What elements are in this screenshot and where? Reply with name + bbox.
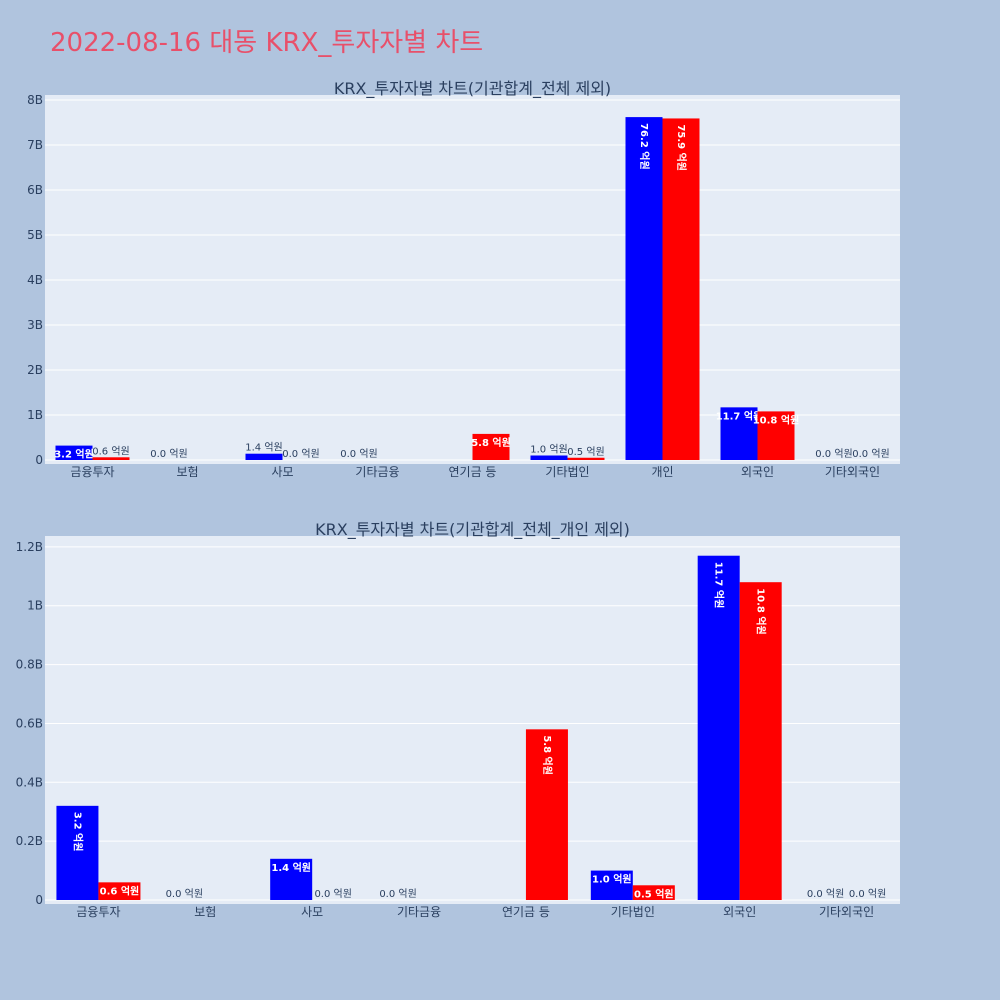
data-label: 76.2 억원 (638, 123, 651, 170)
data-label: 5.8 억원 (471, 436, 511, 449)
data-label: 0.0 억원 (379, 888, 416, 900)
data-label: 0.0 억원 (150, 448, 187, 460)
x-tick-label: 보험 (176, 465, 198, 479)
data-label: 0.6 억원 (92, 445, 129, 457)
y-tick-label: 1B (27, 408, 43, 422)
data-label: 1.0 억원 (530, 444, 567, 456)
data-label: 0.0 억원 (166, 888, 203, 900)
y-tick-label: 7B (27, 138, 43, 152)
data-label: 11.7 억원 (716, 409, 763, 422)
data-label: 0.0 억원 (282, 448, 319, 460)
y-tick-label: 2B (27, 363, 43, 377)
data-label: 0.0 억원 (849, 888, 886, 900)
y-tick-label: 0 (35, 453, 43, 467)
x-tick-label: 외국인 (723, 905, 756, 919)
chart-2: 0 0.2B 0.4B 0.6B 0.8B 1B 1.2B KRX_투자자별 차트(기관합계_… (16, 520, 900, 919)
bar (525, 729, 568, 900)
data-label: 1.4 억원 (245, 442, 282, 454)
chart-1: 0 1B 2B 3B 4B 5B 6B 7B 8B KRX_투자자별 차트(기관합계_전체 제외)… (27, 79, 900, 479)
y-tick-label: 8B (27, 93, 43, 107)
y-tick-label: 0.6B (16, 716, 43, 730)
x-tick-label: 금융투자 (70, 465, 114, 479)
bar (472, 433, 510, 460)
data-label: 11.7 억원 (713, 562, 726, 609)
data-label: 3.2 억원 (54, 448, 94, 461)
data-label: 1.0 억원 (592, 873, 632, 886)
bar (270, 858, 313, 900)
bar (739, 582, 782, 900)
x-tick-label: 연기금 등 (502, 905, 550, 919)
bar (55, 445, 93, 460)
bar (92, 457, 130, 460)
bar (590, 870, 633, 900)
x-tick-label: 기타법인 (611, 905, 655, 919)
data-label: 0.0 억원 (852, 448, 889, 460)
x-tick-label: 사모 (271, 465, 293, 479)
x-tick-label: 기타외국인 (825, 465, 880, 479)
data-label: 0.5 억원 (634, 887, 674, 900)
y-tick-label: 0.2B (16, 834, 43, 848)
x-tick-label: 기타금융 (355, 465, 399, 479)
y-tick-label: 4B (27, 273, 43, 287)
data-label: 5.8 억원 (541, 735, 554, 775)
y-tick-label: 0 (35, 893, 43, 907)
y-tick-label: 6B (27, 183, 43, 197)
y-tick-label: 3B (27, 318, 43, 332)
bar (56, 805, 99, 900)
data-label: 0.0 억원 (314, 888, 351, 900)
x-tick-label: 금융투자 (76, 905, 120, 919)
bar (625, 117, 663, 460)
data-label: 0.0 억원 (340, 448, 377, 460)
y-tick-label: 0.8B (16, 658, 43, 672)
bar (567, 457, 605, 460)
bar (757, 411, 795, 460)
y-tick-label: 0.4B (16, 775, 43, 789)
bar (632, 885, 675, 900)
x-tick-label: 사모 (301, 905, 323, 919)
chart-title: KRX_투자자별 차트(기관합계_전체 제외) (334, 79, 611, 99)
x-tick-label: 기타금융 (397, 905, 441, 919)
data-label: 3.2 억원 (71, 812, 84, 852)
bar (697, 555, 740, 900)
data-label: 10.8 억원 (755, 588, 768, 635)
data-label: 0.6 억원 (100, 884, 140, 897)
x-tick-label: 개인 (651, 465, 673, 479)
bar (245, 453, 283, 460)
data-label: 0.0 억원 (807, 888, 844, 900)
y-tick-label: 1B (27, 599, 43, 613)
data-label: 0.5 억원 (567, 446, 604, 458)
bar (530, 455, 568, 460)
x-tick-label: 보험 (194, 905, 216, 919)
y-tick-label: 5B (27, 228, 43, 242)
data-label: 10.8 억원 (753, 413, 800, 426)
x-tick-label: 연기금 등 (449, 465, 497, 479)
page-title: 2022-08-16 대동 KRX_투자자별 차트 (50, 28, 484, 58)
data-label: 1.4 억원 (271, 861, 311, 874)
data-label: 75.9 억원 (675, 124, 688, 171)
x-tick-label: 기타법인 (545, 465, 589, 479)
bar (662, 118, 700, 460)
bar (720, 407, 758, 460)
y-tick-label: 1.2B (16, 540, 43, 554)
bar (98, 882, 141, 900)
data-label: 0.0 억원 (815, 448, 852, 460)
chart-title: KRX_투자자별 차트(기관합계_전체_개인 제외) (315, 520, 630, 540)
x-tick-label: 기타외국인 (819, 905, 874, 919)
x-tick-label: 외국인 (741, 465, 774, 479)
